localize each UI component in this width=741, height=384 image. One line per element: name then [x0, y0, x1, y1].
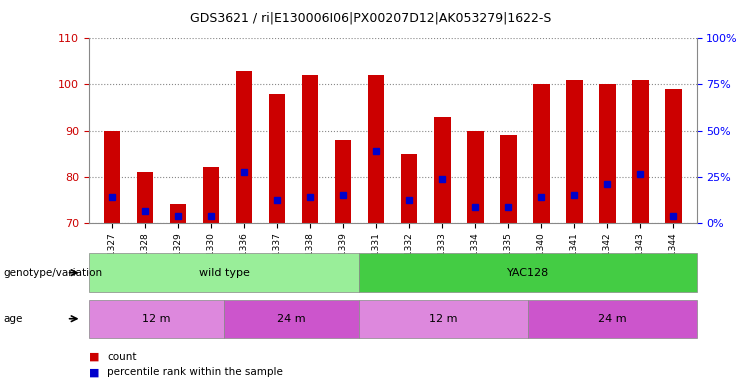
- Text: age: age: [4, 314, 23, 324]
- Bar: [368, 75, 385, 223]
- Text: percentile rank within the sample: percentile rank within the sample: [107, 367, 283, 377]
- Bar: [137, 172, 153, 223]
- Bar: [170, 204, 186, 223]
- Bar: [566, 80, 582, 223]
- Text: wild type: wild type: [199, 268, 250, 278]
- Bar: [500, 135, 516, 223]
- Text: 24 m: 24 m: [277, 314, 306, 324]
- Bar: [665, 89, 682, 223]
- Bar: [533, 84, 550, 223]
- Bar: [302, 75, 319, 223]
- Text: YAC128: YAC128: [507, 268, 549, 278]
- Bar: [335, 140, 351, 223]
- Bar: [467, 131, 484, 223]
- Text: GDS3621 / ri|E130006I06|PX00207D12|AK053279|1622-S: GDS3621 / ri|E130006I06|PX00207D12|AK053…: [190, 12, 551, 25]
- Bar: [236, 71, 253, 223]
- Bar: [104, 131, 120, 223]
- Text: 12 m: 12 m: [429, 314, 458, 324]
- Text: ■: ■: [89, 352, 99, 362]
- Bar: [203, 167, 219, 223]
- Bar: [632, 80, 648, 223]
- Text: ■: ■: [89, 367, 99, 377]
- Text: 24 m: 24 m: [598, 314, 626, 324]
- Bar: [401, 154, 417, 223]
- Bar: [434, 117, 451, 223]
- Bar: [599, 84, 616, 223]
- Text: genotype/variation: genotype/variation: [4, 268, 103, 278]
- Text: count: count: [107, 352, 137, 362]
- Bar: [269, 94, 285, 223]
- Text: 12 m: 12 m: [142, 314, 170, 324]
